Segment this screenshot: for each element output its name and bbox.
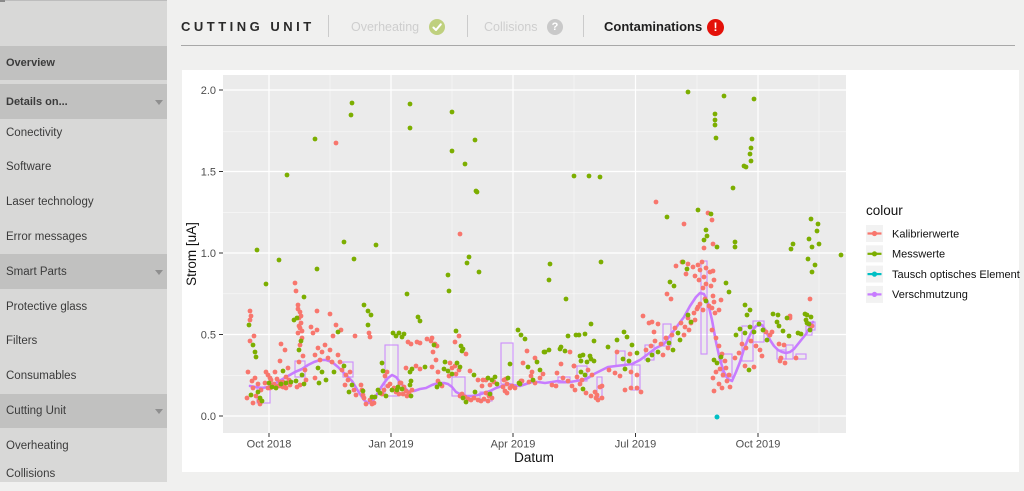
svg-text:2.0: 2.0 (201, 85, 216, 97)
svg-text:Jul 2019: Jul 2019 (615, 439, 657, 451)
svg-text:Tausch optisches Element: Tausch optisches Element (892, 269, 1020, 281)
svg-text:Oct 2019: Oct 2019 (736, 439, 781, 451)
svg-text:1.0: 1.0 (201, 248, 216, 260)
svg-text:Apr 2019: Apr 2019 (491, 439, 536, 451)
svg-text:Jan 2019: Jan 2019 (368, 439, 413, 451)
svg-text:Verschmutzung: Verschmutzung (892, 289, 968, 301)
svg-text:0.0: 0.0 (201, 411, 216, 423)
svg-text:colour: colour (866, 203, 903, 218)
svg-text:Kalibrierwerte: Kalibrierwerte (892, 228, 959, 240)
svg-text:Strom [uA]: Strom [uA] (184, 222, 199, 286)
svg-text:Oct 2018: Oct 2018 (247, 439, 292, 451)
svg-text:0.5: 0.5 (201, 329, 216, 341)
svg-text:Datum: Datum (514, 450, 554, 465)
svg-text:Messwerte: Messwerte (892, 249, 945, 261)
svg-text:1.5: 1.5 (201, 166, 216, 178)
